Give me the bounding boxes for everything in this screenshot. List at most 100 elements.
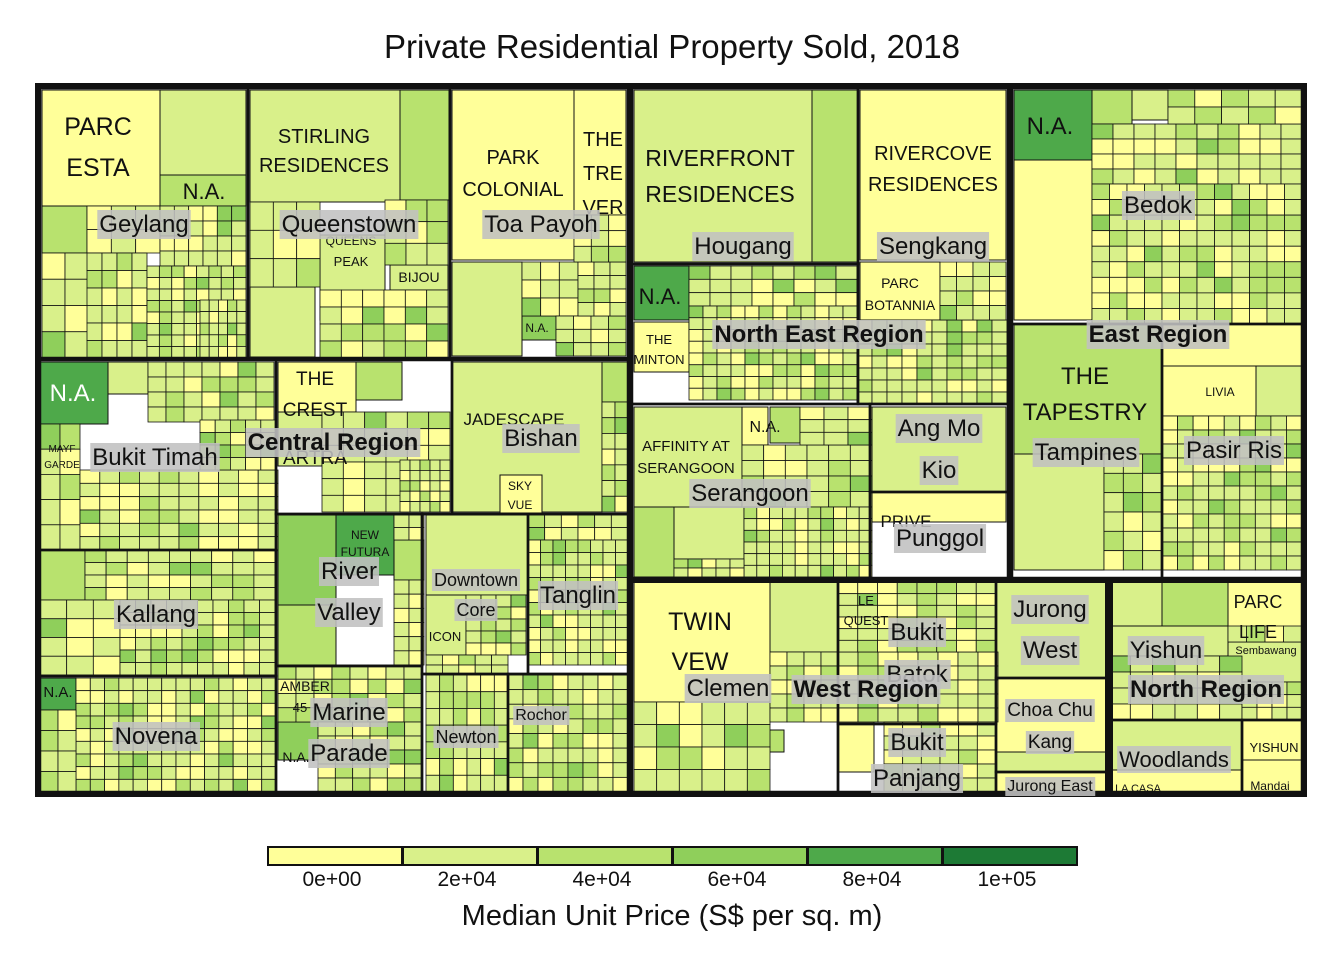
treemap-cell (404, 289, 428, 308)
treemap-cell (1196, 292, 1215, 309)
treemap-cell (189, 753, 205, 768)
treemap-cell (786, 352, 802, 366)
treemap-cell (1231, 292, 1250, 309)
treemap-cell (601, 417, 616, 434)
treemap-cell (146, 265, 160, 278)
treemap-cell (567, 703, 584, 720)
treemap-cell (1239, 471, 1256, 487)
treemap-cell (743, 564, 758, 578)
treemap-cell (1154, 138, 1177, 155)
treemap-cell (794, 518, 809, 531)
treemap-cell (614, 464, 629, 481)
label-background (689, 479, 811, 508)
treemap-cell (1112, 153, 1135, 170)
treemap-cell (1196, 183, 1215, 200)
treemap-cell (208, 334, 219, 347)
treemap-cell (220, 277, 235, 290)
treemap-cell (1249, 199, 1268, 216)
treemap-cell (166, 662, 183, 676)
treemap-cell (688, 329, 704, 342)
treemap-cell (495, 630, 512, 644)
treemap-cell (146, 334, 160, 347)
treemap-cell (232, 766, 248, 780)
treemap-cell (236, 322, 247, 336)
treemap-cell (837, 707, 859, 723)
treemap-cell (342, 494, 366, 513)
treemap-cell (198, 522, 220, 538)
treemap-cell (678, 724, 703, 748)
treemap-cell (217, 322, 228, 336)
treemap-cell (527, 652, 541, 666)
treemap-cell (1266, 230, 1285, 247)
treemap-cell (247, 766, 263, 780)
label-text: Tampines (1035, 439, 1138, 466)
legend-bin (402, 846, 538, 866)
treemap-cell (202, 250, 218, 267)
treemap-cell (196, 288, 210, 301)
treemap-cell (552, 689, 569, 705)
treemap-cell (409, 501, 421, 513)
treemap-cell (1142, 511, 1163, 532)
treemap-cell (384, 242, 407, 266)
treemap-cell (590, 614, 604, 628)
treemap-cell (132, 690, 148, 704)
treemap-cell (820, 506, 834, 520)
treemap-cell (1284, 292, 1303, 309)
treemap-cell (612, 689, 629, 705)
treemap-cell (196, 277, 210, 290)
treemap-cell (573, 328, 592, 344)
treemap-cell (552, 733, 569, 749)
treemap-cell (249, 258, 274, 288)
treemap-cell (218, 766, 234, 780)
label-text: Kio (922, 457, 957, 484)
project-label: BIJOU (398, 269, 439, 285)
treemap-cell (730, 292, 753, 307)
treemap-cell (886, 355, 903, 369)
region-label: North East Region (712, 320, 926, 349)
treemap-cell (364, 478, 387, 496)
treemap-cell (1266, 261, 1285, 278)
treemap-cell (1144, 292, 1163, 309)
treemap-cell (119, 649, 136, 663)
treemap-cell (419, 459, 431, 471)
treemap-cell (1161, 429, 1178, 445)
treemap-cell (602, 639, 616, 653)
treemap-cell (743, 506, 758, 520)
treemap-cell (426, 340, 449, 359)
treemap-cell (1196, 245, 1215, 263)
treemap-cell (976, 763, 997, 779)
treemap-cell (786, 387, 802, 401)
treemap-cell (1179, 261, 1198, 278)
treemap-cell (782, 541, 796, 555)
treemap-cell (237, 391, 257, 408)
treemap-cell (183, 361, 203, 378)
label-background (431, 569, 521, 591)
treemap-cell (786, 364, 802, 377)
treemap-cell (577, 288, 595, 303)
treemap-cell (702, 376, 718, 389)
treemap-cell (1286, 457, 1303, 473)
treemap-cell (552, 552, 566, 566)
treemap-cell (975, 604, 997, 618)
project-label: THE (583, 129, 623, 151)
treemap-cell (756, 553, 770, 566)
label-text: River (321, 558, 377, 585)
treemap-cell (428, 428, 451, 446)
treemap-cell (701, 567, 717, 578)
treemap-cell (319, 306, 342, 325)
treemap-cell (393, 607, 410, 623)
treemap-cell (419, 501, 431, 513)
treemap-cell (104, 702, 120, 717)
project-label: RESIDENCES (259, 155, 389, 177)
treemap-cell (259, 599, 276, 613)
treemap-cell (567, 733, 584, 749)
project-label: THE (296, 369, 334, 390)
treemap-cell (217, 334, 228, 347)
treemap-cell (522, 674, 539, 691)
treemap-cell (169, 587, 191, 601)
treemap-cell (565, 552, 579, 566)
treemap-cell (1286, 443, 1303, 459)
treemap-cell (386, 749, 406, 765)
treemap-cell (199, 311, 210, 324)
treemap-cell (582, 776, 599, 793)
